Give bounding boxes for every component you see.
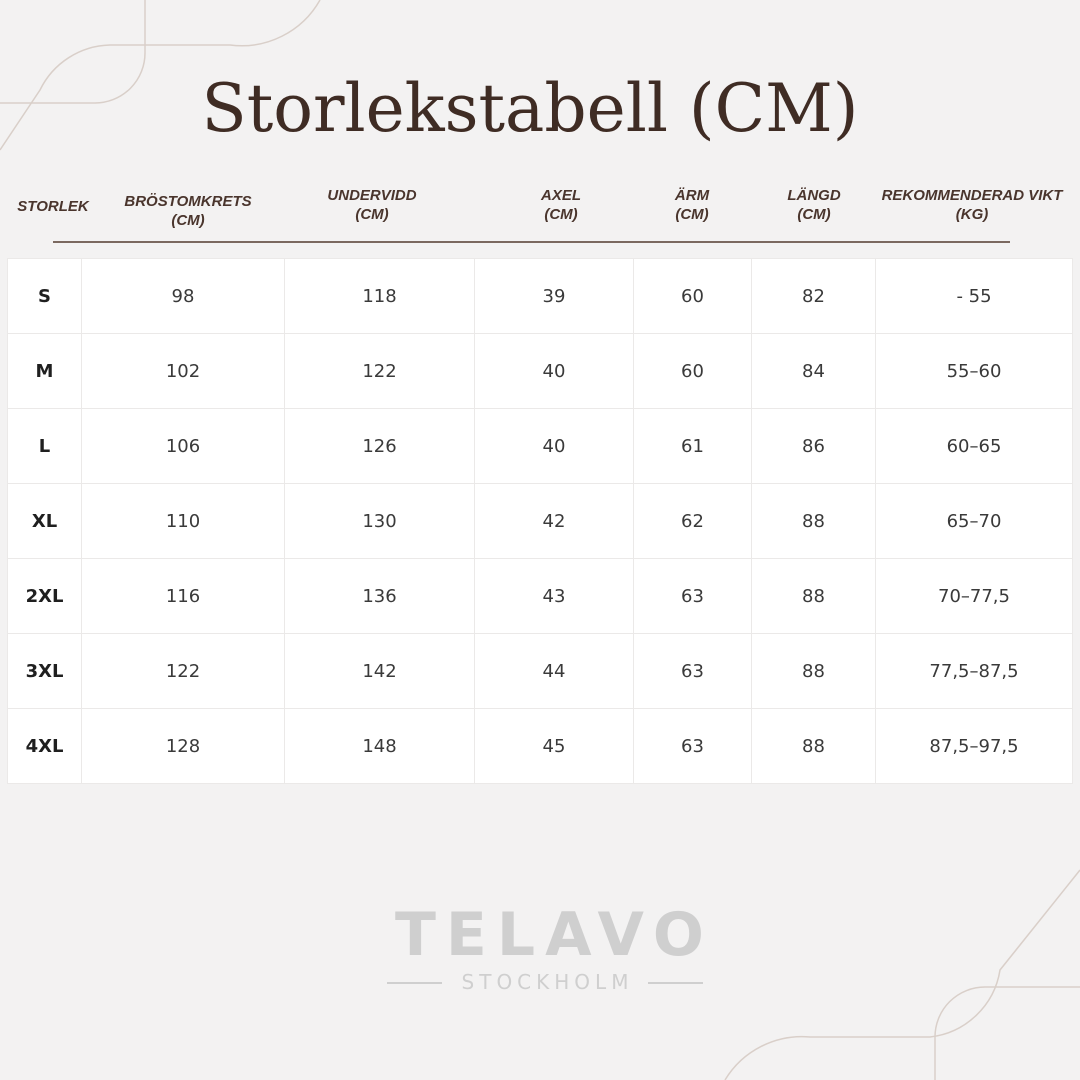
logo-line-left (387, 982, 442, 984)
table-cell: 44 (474, 633, 634, 709)
table-cell: 42 (474, 483, 634, 559)
header-arm: ÄRM (CM) (674, 187, 710, 223)
table-row: 3XL 122 142 44 63 88 77,5–87,5 (7, 633, 1073, 709)
table-cell: 142 (284, 633, 475, 709)
table-cell: 40 (474, 333, 634, 409)
table-cell: 136 (284, 558, 475, 634)
table-cell: 122 (81, 633, 285, 709)
size-cell: M (7, 333, 82, 409)
table-cell: 86 (751, 408, 876, 484)
table-cell: 116 (81, 558, 285, 634)
table-cell: 88 (751, 558, 876, 634)
table-cell: 60–65 (875, 408, 1073, 484)
table-row: M 102 122 40 60 84 55–60 (7, 333, 1073, 409)
table-cell: 62 (633, 483, 752, 559)
page-title: Storlekstabell (CM) (201, 70, 859, 147)
size-cell: L (7, 408, 82, 484)
logo-city: STOCKHOLM (461, 970, 634, 994)
table-cell: 63 (633, 558, 752, 634)
table-cell: 63 (633, 633, 752, 709)
table-cell: 88 (751, 483, 876, 559)
header-undervidd: UNDERVIDD (CM) (327, 187, 417, 223)
table-cell: 128 (81, 708, 285, 784)
header-rekommenderad-vikt: REKOMMENDERAD VIKT (KG) (881, 187, 1063, 223)
table-cell: 110 (81, 483, 285, 559)
table-header: STORLEK BRÖSTOMKRETS (CM) UNDERVIDD (CM) A… (0, 0, 1080, 250)
table-cell: 87,5–97,5 (875, 708, 1073, 784)
table-cell: 118 (284, 258, 475, 334)
table-cell: 88 (751, 708, 876, 784)
size-cell: 4XL (7, 708, 82, 784)
header-storlek: STORLEK (17, 198, 89, 215)
table-cell: 60 (633, 258, 752, 334)
table-cell: 65–70 (875, 483, 1073, 559)
table-cell: 60 (633, 333, 752, 409)
table-cell: 148 (284, 708, 475, 784)
header-brostomkrets: BRÖSTOMKRETS (CM) (124, 193, 252, 229)
table-row: 2XL 116 136 43 63 88 70–77,5 (7, 558, 1073, 634)
size-table: S 98 118 39 60 82 - 55 M 102 122 40 60 8… (7, 258, 1073, 784)
header-langd: LÄNGD (CM) (787, 187, 841, 223)
logo-wordmark: TELAVO (395, 900, 714, 970)
table-row: 4XL 128 148 45 63 88 87,5–97,5 (7, 708, 1073, 784)
table-cell: 77,5–87,5 (875, 633, 1073, 709)
header-axel: AXEL (CM) (540, 187, 582, 223)
table-cell: 63 (633, 708, 752, 784)
table-cell: 61 (633, 408, 752, 484)
size-cell: 2XL (7, 558, 82, 634)
header-divider (53, 241, 1010, 243)
table-cell: 43 (474, 558, 634, 634)
table-cell: 84 (751, 333, 876, 409)
table-cell: 55–60 (875, 333, 1073, 409)
table-row: L 106 126 40 61 86 60–65 (7, 408, 1073, 484)
table-cell: 106 (81, 408, 285, 484)
table-cell: 126 (284, 408, 475, 484)
table-cell: 40 (474, 408, 634, 484)
table-cell: 88 (751, 633, 876, 709)
table-cell: 102 (81, 333, 285, 409)
size-cell: 3XL (7, 633, 82, 709)
table-cell: 70–77,5 (875, 558, 1073, 634)
table-cell: 98 (81, 258, 285, 334)
table-cell: 82 (751, 258, 876, 334)
size-cell: S (7, 258, 82, 334)
table-cell: 39 (474, 258, 634, 334)
table-cell: - 55 (875, 258, 1073, 334)
brand-logo: TELAVO STOCKHOLM (385, 900, 705, 994)
logo-subline: STOCKHOLM (385, 970, 705, 994)
table-cell: 45 (474, 708, 634, 784)
size-cell: XL (7, 483, 82, 559)
table-cell: 122 (284, 333, 475, 409)
logo-line-right (648, 982, 703, 984)
table-row: XL 110 130 42 62 88 65–70 (7, 483, 1073, 559)
table-row: S 98 118 39 60 82 - 55 (7, 258, 1073, 334)
table-cell: 130 (284, 483, 475, 559)
